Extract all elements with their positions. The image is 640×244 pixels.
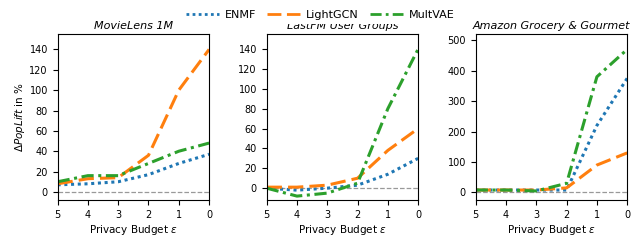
X-axis label: Privacy Budget $\epsilon$: Privacy Budget $\epsilon$ bbox=[507, 223, 596, 237]
Title: Amazon Grocery & Gourmet: Amazon Grocery & Gourmet bbox=[473, 20, 630, 30]
Title: LastFM User Groups: LastFM User Groups bbox=[287, 20, 398, 30]
Y-axis label: $\Delta PopLift$ in %: $\Delta PopLift$ in % bbox=[13, 82, 27, 152]
Title: MovieLens 1M: MovieLens 1M bbox=[94, 20, 173, 30]
Legend: ENMF, LightGCN, MultVAE: ENMF, LightGCN, MultVAE bbox=[181, 6, 459, 24]
X-axis label: Privacy Budget $\epsilon$: Privacy Budget $\epsilon$ bbox=[89, 223, 178, 237]
X-axis label: Privacy Budget $\epsilon$: Privacy Budget $\epsilon$ bbox=[298, 223, 387, 237]
